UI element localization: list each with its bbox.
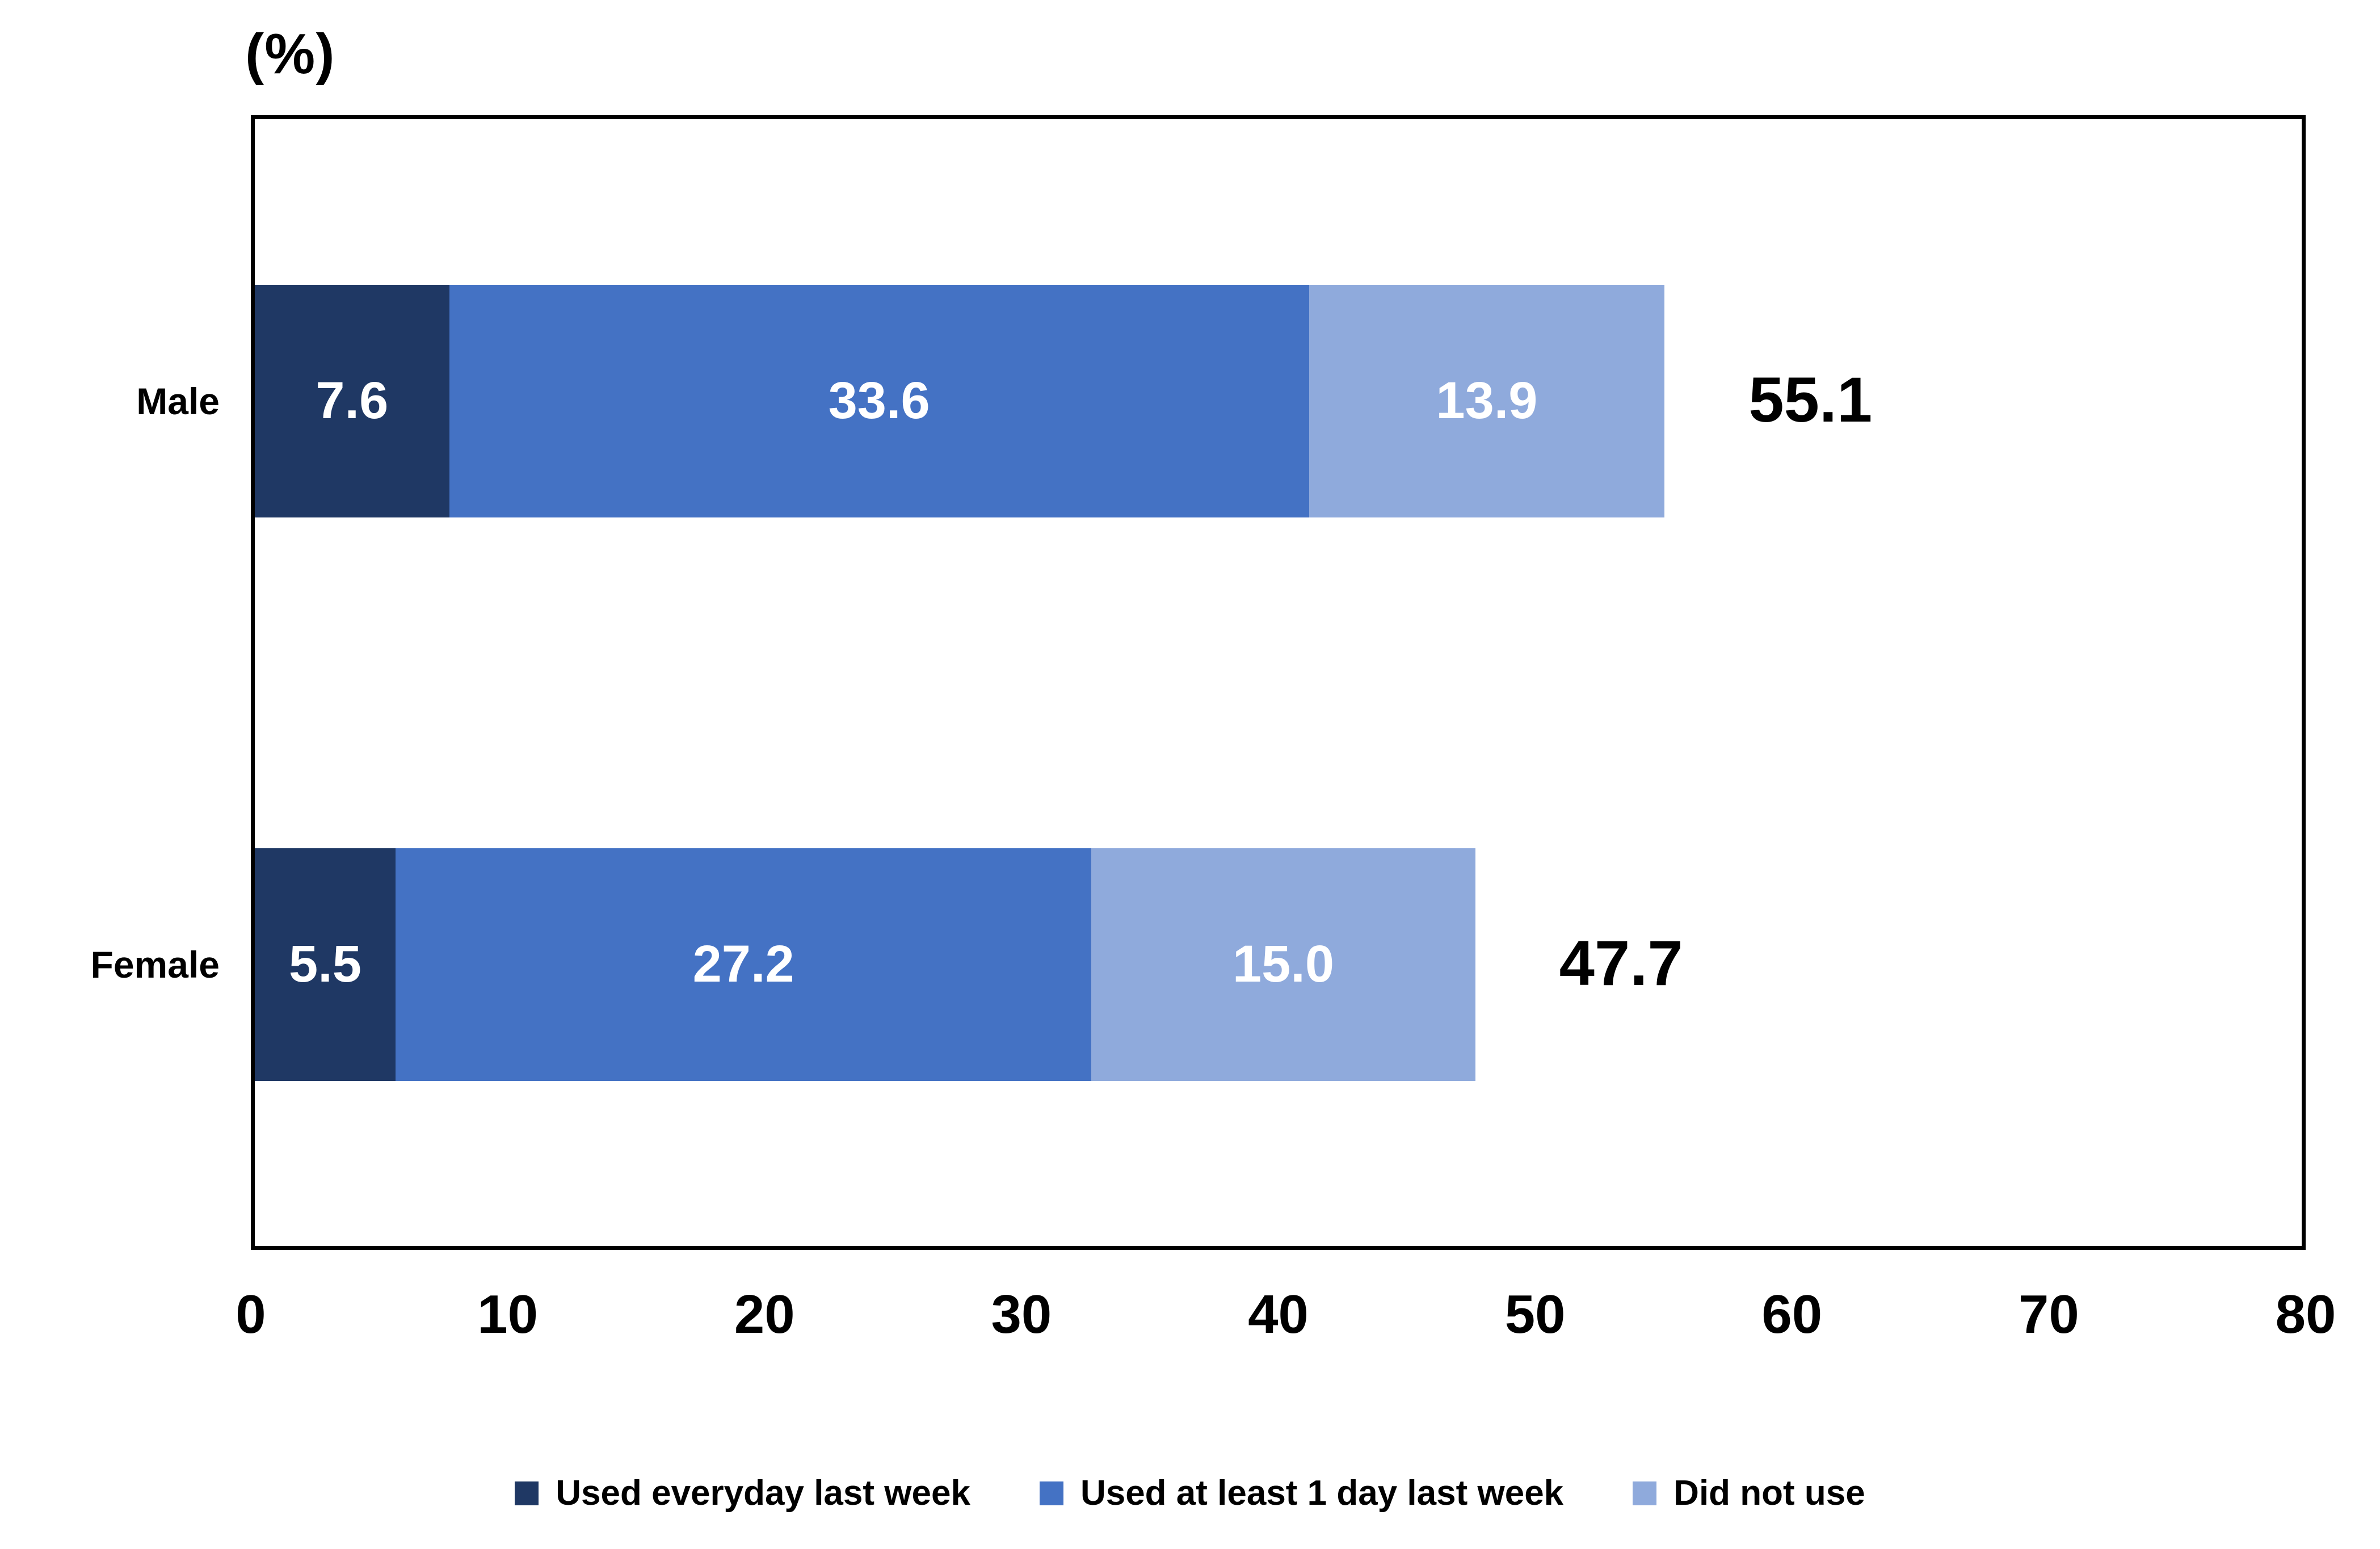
x-axis-tick-label: 60 (1761, 1284, 1823, 1345)
bar-segment: 5.5 (255, 848, 396, 1081)
x-axis-tick-label: 70 (2018, 1284, 2079, 1345)
bar-total-label: 55.1 (1748, 364, 1873, 435)
x-axis-tick-label: 30 (991, 1284, 1052, 1345)
legend-swatch (1633, 1481, 1657, 1505)
legend-item: Did not use (1633, 1473, 1865, 1513)
category-label-male: Male (136, 380, 220, 422)
bar-segment-label: 27.2 (692, 935, 794, 993)
legend-item-label: Did not use (1673, 1474, 1865, 1513)
legend-item-label: Used everyday last week (556, 1474, 970, 1513)
legend-swatch (515, 1481, 539, 1505)
legend-item: Used at least 1 day last week (1039, 1473, 1564, 1513)
x-axis-tick-label: 40 (1248, 1284, 1309, 1345)
bar-total-label: 47.7 (1559, 927, 1683, 999)
bar-segment-label: 33.6 (828, 372, 930, 430)
x-axis-tick-label: 20 (734, 1284, 795, 1345)
bar-segment: 27.2 (395, 848, 1092, 1081)
bar-segment: 33.6 (449, 284, 1309, 517)
legend-swatch (1039, 1481, 1063, 1505)
legend-item: Used everyday last week (515, 1473, 970, 1513)
legend: Used everyday last week Used at least 1 d… (0, 1473, 2380, 1513)
bar-segment-label: 15.0 (1232, 935, 1335, 993)
category-label-female: Female (90, 943, 220, 986)
bar-segment: 7.6 (255, 284, 449, 517)
bar-row-male: 7.6 33.6 13.9 (255, 284, 2302, 517)
bar-segment: 15.0 (1091, 848, 1475, 1081)
x-axis-tick-label: 80 (2275, 1284, 2336, 1345)
bar-segment-label: 7.6 (316, 372, 389, 430)
bar-segment: 13.9 (1309, 284, 1665, 517)
x-axis-tick-label: 10 (477, 1284, 539, 1345)
bar-row-female: 5.5 27.2 15.0 (255, 848, 2302, 1081)
x-axis-tick-label: 0 (236, 1284, 266, 1345)
bar-segment-label: 13.9 (1436, 372, 1538, 430)
x-axis: 0 10 20 30 40 50 60 70 80 (236, 1283, 2336, 1357)
plot-area: Male 7.6 33.6 13.9 55.1 Female 5.5 27.2 15.0 47.7 (91, 115, 2306, 1250)
legend-item-label: Used at least 1 day last week (1080, 1474, 1564, 1513)
y-axis-unit-label: (%) (245, 22, 335, 86)
x-axis-tick-label: 50 (1504, 1284, 1566, 1345)
bar-segment-label: 5.5 (289, 935, 361, 993)
